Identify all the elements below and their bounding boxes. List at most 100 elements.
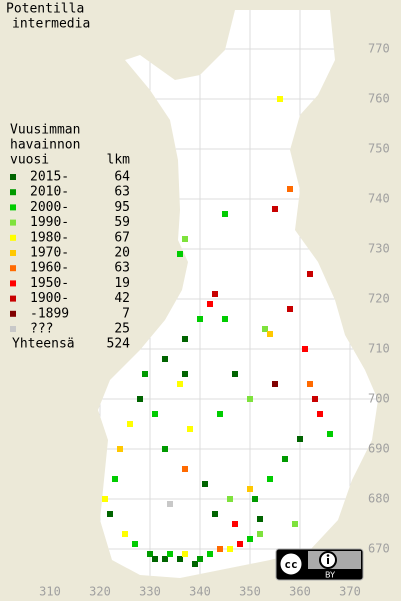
observation-square — [182, 371, 188, 377]
observation-square — [282, 456, 288, 462]
observation-square — [317, 411, 323, 417]
y-tick-label: 730 — [368, 242, 390, 256]
legend-swatch — [10, 219, 16, 226]
legend-swatch — [10, 280, 16, 287]
observation-square — [147, 551, 153, 557]
observation-square — [187, 426, 193, 432]
legend-count: 63 — [114, 185, 130, 200]
y-tick-label: 760 — [368, 92, 390, 106]
y-tick-label: 770 — [368, 42, 390, 56]
x-tick-label: 310 — [39, 585, 61, 599]
observation-square — [222, 211, 228, 217]
legend-swatch — [10, 326, 16, 332]
by-icon-head — [326, 554, 330, 557]
legend-count: 64 — [114, 170, 130, 185]
observation-square — [152, 411, 158, 417]
observation-square — [112, 476, 118, 482]
observation-square — [167, 501, 173, 507]
legend-label: 1970- — [30, 246, 69, 261]
observation-square — [302, 346, 308, 352]
y-tick-label: 750 — [368, 142, 390, 156]
legend-swatch — [10, 265, 16, 272]
observation-square — [272, 381, 278, 387]
observation-square — [107, 511, 113, 517]
observation-square — [267, 476, 273, 482]
legend: 2015- 64 2010- 63 2000- 95 1990- 59 1980- 67 1970-… — [10, 170, 130, 352]
license-badge: cc BY — [275, 548, 364, 581]
observation-square — [267, 331, 273, 337]
observation-square — [132, 541, 138, 547]
observation-square — [327, 431, 333, 437]
legend-label: 2015- — [30, 170, 69, 185]
observation-square — [177, 381, 183, 387]
observation-square — [292, 521, 298, 527]
legend-count: 59 — [114, 215, 130, 230]
observation-square — [192, 561, 198, 567]
legend-label: 1990- — [30, 215, 69, 230]
legend-label: 2000- — [30, 200, 69, 215]
observation-square — [247, 536, 253, 542]
legend-heading: vuosi — [10, 153, 49, 168]
observation-square — [277, 96, 283, 102]
observation-square — [272, 206, 278, 212]
legend-swatch — [10, 234, 16, 241]
legend-count: 63 — [114, 261, 130, 276]
cc-icon — [277, 550, 305, 578]
observation-square — [217, 546, 223, 552]
observation-square — [117, 446, 123, 452]
title: Potentilla — [6, 2, 84, 17]
legend-swatch — [10, 189, 16, 196]
legend-swatch — [10, 204, 16, 211]
observation-square — [197, 316, 203, 322]
legend-heading: lkm — [107, 153, 131, 168]
legend-heading: havainnon — [10, 138, 80, 153]
observation-square — [247, 486, 253, 492]
y-tick-label: 720 — [368, 292, 390, 306]
y-tick-label: 740 — [368, 192, 390, 206]
legend-count: 42 — [114, 291, 130, 306]
legend-count: 19 — [114, 276, 130, 291]
y-tick-label: 710 — [368, 342, 390, 356]
observation-square — [232, 521, 238, 527]
x-tick-label: 350 — [239, 585, 261, 599]
legend-count: 67 — [114, 230, 130, 245]
observation-square — [227, 546, 233, 552]
observations — [102, 96, 333, 567]
observation-square — [182, 551, 188, 557]
observation-square — [182, 236, 188, 242]
observation-square — [222, 316, 228, 322]
legend-label: 1950- — [30, 276, 69, 291]
by-text: BY — [325, 571, 335, 580]
legend-count: 95 — [114, 200, 130, 215]
observation-square — [162, 356, 168, 362]
legend-label: 1960- — [30, 261, 69, 276]
x-tick-label: 340 — [189, 585, 211, 599]
observation-square — [252, 496, 258, 502]
observation-square — [127, 421, 133, 427]
observation-square — [237, 541, 243, 547]
observation-square — [287, 306, 293, 312]
observation-square — [152, 556, 158, 562]
observation-square — [182, 336, 188, 342]
observation-square — [212, 511, 218, 517]
x-tick-label: 320 — [89, 585, 111, 599]
observation-square — [182, 466, 188, 472]
x-tick-label: 330 — [139, 585, 161, 599]
cc-text: cc — [284, 558, 297, 571]
observation-square — [177, 251, 183, 257]
legend-total-label: Yhteensä — [12, 337, 75, 352]
observation-square — [167, 551, 173, 557]
observation-square — [257, 531, 263, 537]
observation-square — [177, 556, 183, 562]
legend-swatch — [10, 250, 16, 256]
by-icon-body — [327, 558, 329, 564]
observation-square — [297, 436, 303, 442]
observation-square — [162, 556, 168, 562]
observation-square — [162, 446, 168, 452]
observation-square — [312, 396, 318, 402]
legend-label: ??? — [30, 322, 53, 337]
observation-square — [202, 481, 208, 487]
observation-square — [102, 496, 108, 502]
observation-square — [207, 551, 213, 557]
